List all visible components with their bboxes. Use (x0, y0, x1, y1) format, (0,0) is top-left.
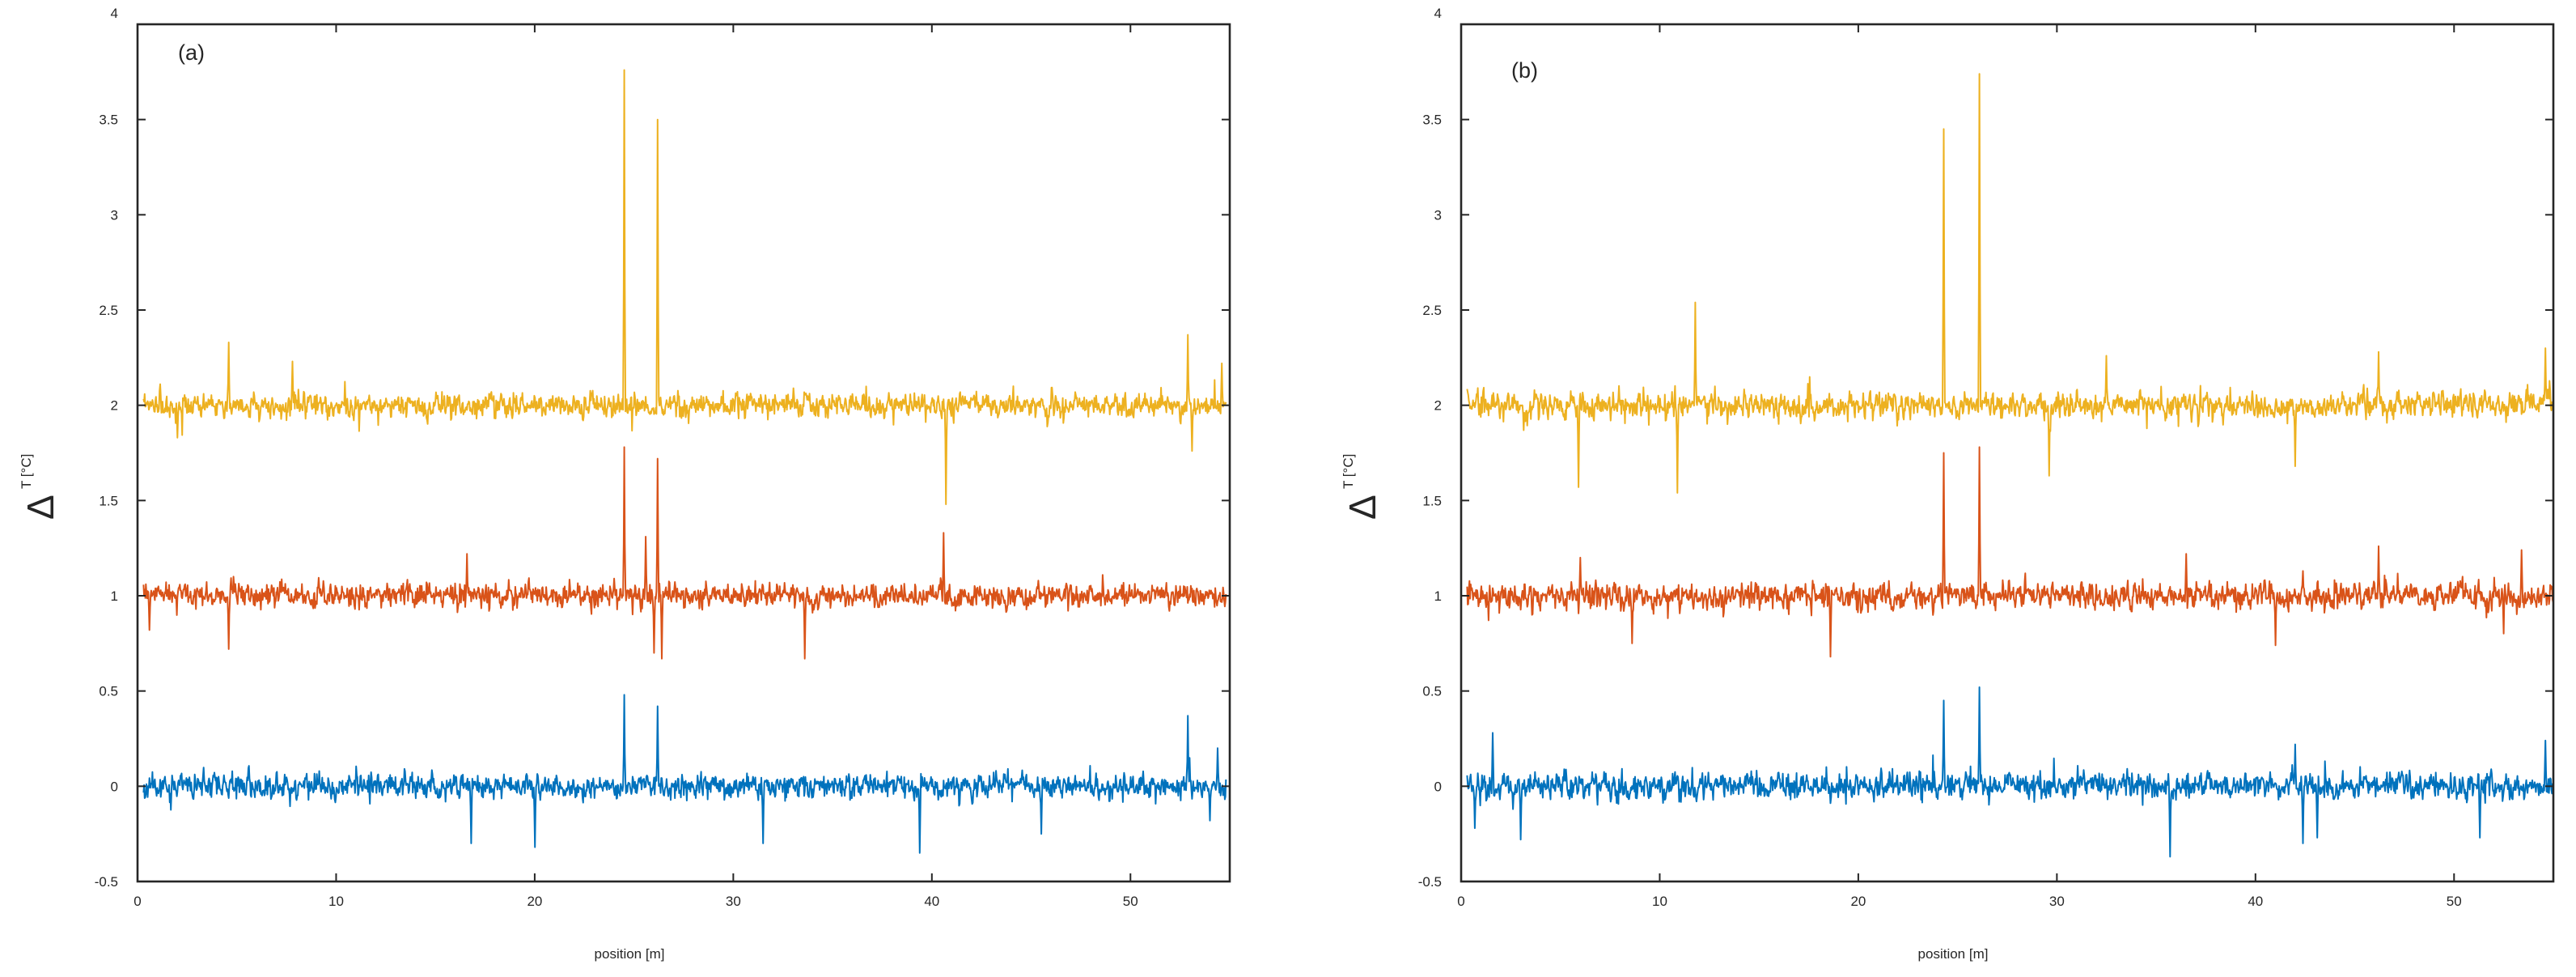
panel-b-x-tick-label: 50 (2447, 894, 2462, 909)
panel-b-y-tick-label: 0.5 (1422, 684, 1442, 699)
panel-b-x-tick-label: 30 (2049, 894, 2065, 909)
panel-b-series-blue-line (1466, 686, 2554, 858)
panel-b-series-group (1466, 73, 2554, 858)
panel-b-y-tick-label: 2 (1434, 398, 1442, 414)
panel-a-y-tick-label: 1.5 (99, 493, 118, 508)
panel-b-axes-frame (1460, 23, 2555, 883)
panel-a-y-tick-label: 1 (111, 588, 118, 604)
panel-a-y-tick-label: 4 (111, 6, 118, 21)
panel-a: 0 10 20 30 40 50 -0.5 0 0.5 1 1.5 2 2.5 3 3.5 4 (a) pos… (19, 6, 1231, 962)
panel-b-y-tick-label: 3.5 (1422, 113, 1442, 128)
panel-b-y-axis-delta-symbol: Δ (1341, 495, 1383, 520)
panel-b-x-tick-label: 40 (2248, 894, 2263, 909)
panel-a-y-tick-label: 0 (111, 779, 118, 794)
panel-b-y-tick-label: 2.5 (1422, 303, 1442, 318)
panel-a-x-tick-label: 30 (726, 894, 741, 909)
panel-b-y-axis-unit-label: T [°C] (1341, 454, 1356, 489)
panel-a-y-tick-label: 2.5 (99, 303, 118, 318)
panel-b-y-tick-label: 4 (1434, 6, 1442, 21)
panel-b-y-tick-label: 0 (1434, 779, 1442, 794)
panel-a-series-blue-line (142, 694, 1227, 854)
panel-a-y-tick-label: 0.5 (99, 684, 118, 699)
panel-a-y-tick-label: 3.5 (99, 113, 118, 128)
panel-b-x-tick-label: 0 (1457, 894, 1464, 909)
panel-a-axes-frame (136, 23, 1231, 883)
panel-a-x-tick-label: 50 (1123, 894, 1138, 909)
panel-b-label: (b) (1511, 58, 1538, 83)
panel-a-x-axis-title: position [m] (595, 946, 665, 962)
panel-a-y-axis-title: Δ T [°C] (19, 454, 61, 520)
panel-a-y-tick-label: 3 (111, 207, 118, 223)
panel-a-ticks: 0 10 20 30 40 50 -0.5 0 0.5 1 1.5 2 2.5 3 3.5 4 (95, 6, 1230, 909)
panel-b-y-tick-label: 3 (1434, 207, 1442, 223)
panel-b-y-axis-title: Δ T [°C] (1341, 454, 1383, 520)
panel-b-x-tick-label: 20 (1850, 894, 1866, 909)
panel-b-x-tick-label: 10 (1652, 894, 1667, 909)
panel-a-y-axis-delta-symbol: Δ (19, 495, 61, 520)
panel-b-series-yellow-line (1466, 73, 2554, 494)
panel-a-label: (a) (178, 40, 205, 65)
panel-b-y-tick-label: -0.5 (1418, 874, 1442, 890)
panel-a-x-tick-label: 0 (133, 894, 141, 909)
panel-a-y-tick-label: 2 (111, 398, 118, 414)
panel-b: 0 10 20 30 40 50 -0.5 0 0.5 1 1.5 2 2.5 3 3.5 4 (b) pos… (1341, 6, 2555, 962)
panel-a-series-yellow-line (142, 69, 1227, 505)
panel-b-y-tick-label: 1 (1434, 588, 1442, 604)
panel-b-series-orange-line (1466, 446, 2554, 658)
panel-a-x-tick-label: 10 (328, 894, 344, 909)
panel-a-y-axis-unit-label: T [°C] (19, 454, 34, 489)
panel-a-x-tick-label: 40 (924, 894, 939, 909)
panel-b-x-axis-title: position [m] (1918, 946, 1989, 962)
panel-a-y-tick-label: -0.5 (95, 874, 118, 890)
panel-a-series-orange-line (142, 446, 1227, 660)
panel-b-ticks: 0 10 20 30 40 50 -0.5 0 0.5 1 1.5 2 2.5 3 3.5 4 (1418, 6, 2553, 909)
panel-a-x-tick-label: 20 (527, 894, 542, 909)
panel-a-series-group (142, 69, 1227, 854)
panel-b-y-tick-label: 1.5 (1422, 493, 1442, 508)
